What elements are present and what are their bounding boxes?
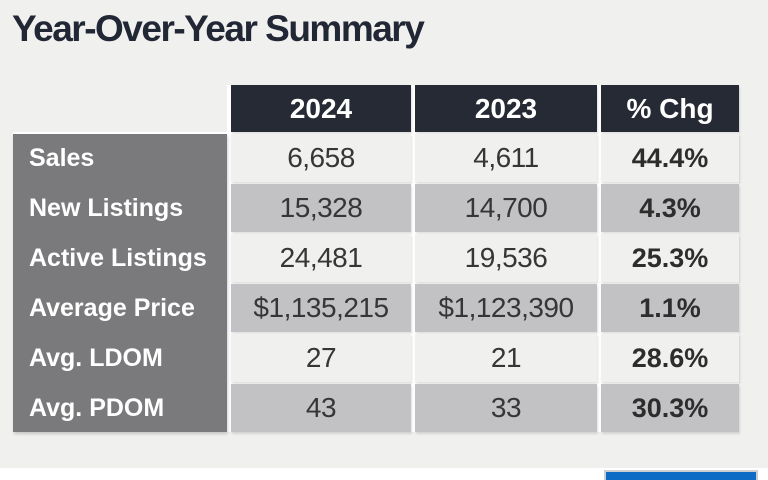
avg-ldom-pct-chg-cell: 28.6% [601, 334, 739, 382]
row-label-new-listings: New Listings [29, 193, 184, 222]
avg-pdom-2023-cell: 33 [415, 384, 597, 432]
active-listings-2023-cell: 19,536 [415, 234, 597, 282]
column-header-2024: 2024 [231, 85, 411, 132]
sales-2023-cell: 4,611 [415, 134, 597, 182]
avg-ldom-2023-cell: 21 [415, 334, 597, 382]
column-header-pct-chg: % Chg [601, 85, 739, 132]
avg-pdom-2024-cell: 43 [231, 384, 411, 432]
new-listings-2024-cell: 15,328 [231, 184, 411, 232]
column-header-2023: 2023 [415, 85, 597, 132]
row-label-sales: Sales [29, 143, 95, 172]
new-listings-2023-cell: 14,700 [415, 184, 597, 232]
footer-accent-bar [606, 472, 756, 480]
average-price-2023-cell: $1,123,390 [415, 284, 597, 332]
active-listings-pct-chg-cell: 25.3% [601, 234, 739, 282]
average-price-pct-chg-cell: 1.1% [601, 284, 739, 332]
row-label-average-price: Average Price [29, 293, 195, 322]
avg-ldom-2024-cell: 27 [231, 334, 411, 382]
sales-pct-chg-cell: 44.4% [601, 134, 739, 182]
yoy-summary-table: 2024 2023 % Chg Sales New Listings Activ… [13, 85, 739, 432]
sales-2024-cell: 6,658 [231, 134, 411, 182]
new-listings-pct-chg-cell: 4.3% [601, 184, 739, 232]
row-label-avg-ldom: Avg. LDOM [29, 343, 163, 372]
table-corner-spacer [13, 85, 227, 132]
row-label-avg-pdom: Avg. PDOM [29, 393, 165, 422]
row-label-active-listings: Active Listings [29, 243, 207, 272]
average-price-2024-cell: $1,135,215 [231, 284, 411, 332]
page-title: Year-Over-Year Summary [12, 8, 425, 49]
active-listings-2024-cell: 24,481 [231, 234, 411, 282]
avg-pdom-pct-chg-cell: 30.3% [601, 384, 739, 432]
row-label-column: Sales New Listings Active Listings Avera… [13, 134, 227, 432]
